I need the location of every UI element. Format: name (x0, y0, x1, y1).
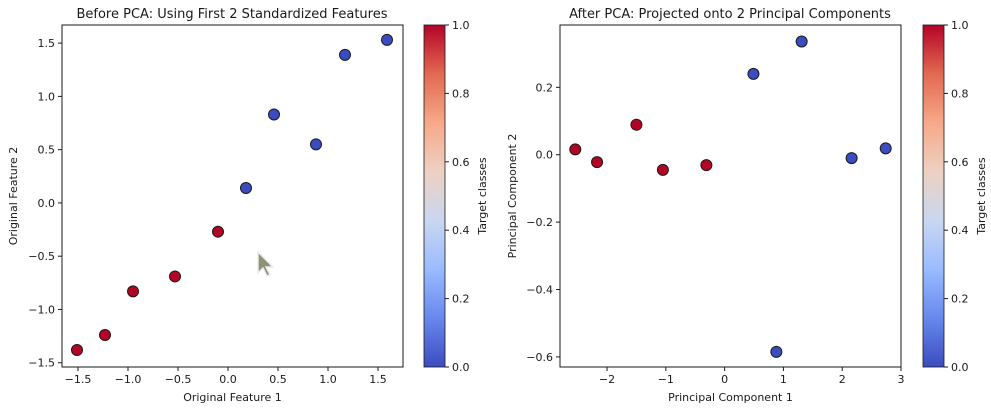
x-tick-label: −0.5 (165, 373, 192, 386)
after-pca-panel: After PCA: Projected onto 2 Principal Co… (506, 7, 988, 404)
data-point-class-0 (795, 35, 808, 48)
x-tick-label: −1.0 (115, 373, 142, 386)
y-tick-label: 0.0 (536, 149, 554, 162)
y-axis-label: Original Feature 2 (7, 147, 20, 246)
colorbar-label: Target classes (975, 157, 988, 236)
y-axis-label: Principal Component 2 (506, 134, 519, 259)
y-tick-label: −0.2 (526, 216, 553, 229)
colorbar-tick-label: 0.0 (951, 361, 969, 374)
data-point-class-1 (630, 118, 643, 131)
data-point-class-0 (240, 182, 252, 195)
data-point-class-0 (339, 48, 351, 61)
data-point-class-0 (845, 152, 858, 165)
colorbar-tick-label: 1.0 (951, 19, 969, 32)
x-axis-label: Principal Component 1 (668, 391, 793, 404)
data-point-class-1 (569, 143, 582, 156)
y-tick-label: −1.5 (28, 357, 55, 370)
colorbar-label: Target classes (476, 157, 489, 236)
y-tick-label: 1.0 (38, 90, 56, 103)
colorbar-tick-label: 0.2 (452, 293, 470, 306)
colorbar-tick-label: 0.2 (951, 293, 969, 306)
data-point-class-0 (747, 67, 760, 80)
y-tick-label: 1.5 (38, 37, 56, 50)
y-tick-label: −0.4 (526, 284, 553, 297)
x-tick-label: 0 (721, 373, 728, 386)
colorbar (423, 24, 446, 368)
data-point-class-0 (268, 108, 280, 121)
x-tick-label: 0.5 (269, 373, 287, 386)
data-point-class-0 (310, 138, 322, 151)
data-point-class-1 (700, 159, 713, 172)
x-tick-label: −2 (599, 373, 615, 386)
x-axis-label: Original Feature 1 (183, 391, 282, 404)
y-tick-label: 0.0 (38, 197, 56, 210)
x-tick-label: 1.5 (369, 373, 387, 386)
plot-area-frame (61, 24, 404, 368)
x-tick-label: 3 (898, 373, 905, 386)
y-tick-label: −0.6 (526, 351, 553, 364)
y-tick-label: 0.2 (536, 81, 554, 94)
x-tick-label: 1.0 (319, 373, 337, 386)
x-tick-label: 2 (839, 373, 846, 386)
colorbar (922, 24, 945, 368)
chart-title: Before PCA: Using First 2 Standardized F… (76, 7, 387, 22)
chart-title: After PCA: Projected onto 2 Principal Co… (569, 7, 891, 22)
data-point-class-1 (99, 329, 111, 342)
x-tick-label: −1 (658, 373, 674, 386)
x-tick-label: 0.0 (219, 373, 237, 386)
data-point-class-1 (212, 225, 224, 238)
colorbar-tick-label: 1.0 (452, 19, 470, 32)
data-point-class-0 (381, 33, 393, 46)
y-tick-label: −0.5 (28, 250, 55, 263)
x-tick-label: −1.5 (65, 373, 92, 386)
data-point-class-0 (879, 142, 892, 155)
colorbar-tick-label: 0.8 (951, 87, 969, 100)
colorbar-tick-label: 0.6 (951, 156, 969, 169)
data-point-class-1 (127, 285, 139, 298)
before-pca-panel: Before PCA: Using First 2 Standardized F… (7, 7, 489, 404)
y-tick-label: −1.0 (28, 303, 55, 316)
data-point-class-0 (770, 345, 783, 358)
data-point-class-1 (591, 156, 604, 169)
colorbar-tick-label: 0.6 (452, 156, 470, 169)
colorbar-tick-label: 0.0 (452, 361, 470, 374)
x-tick-label: 1 (780, 373, 787, 386)
data-point-class-1 (656, 163, 669, 176)
colorbar-tick-label: 0.8 (452, 87, 470, 100)
data-point-class-1 (71, 343, 83, 356)
colorbar-tick-label: 0.4 (452, 224, 470, 237)
plot-area-frame (559, 24, 902, 368)
colorbar-tick-label: 0.4 (951, 224, 969, 237)
y-tick-label: 0.5 (38, 144, 56, 157)
data-point-class-1 (169, 270, 181, 283)
